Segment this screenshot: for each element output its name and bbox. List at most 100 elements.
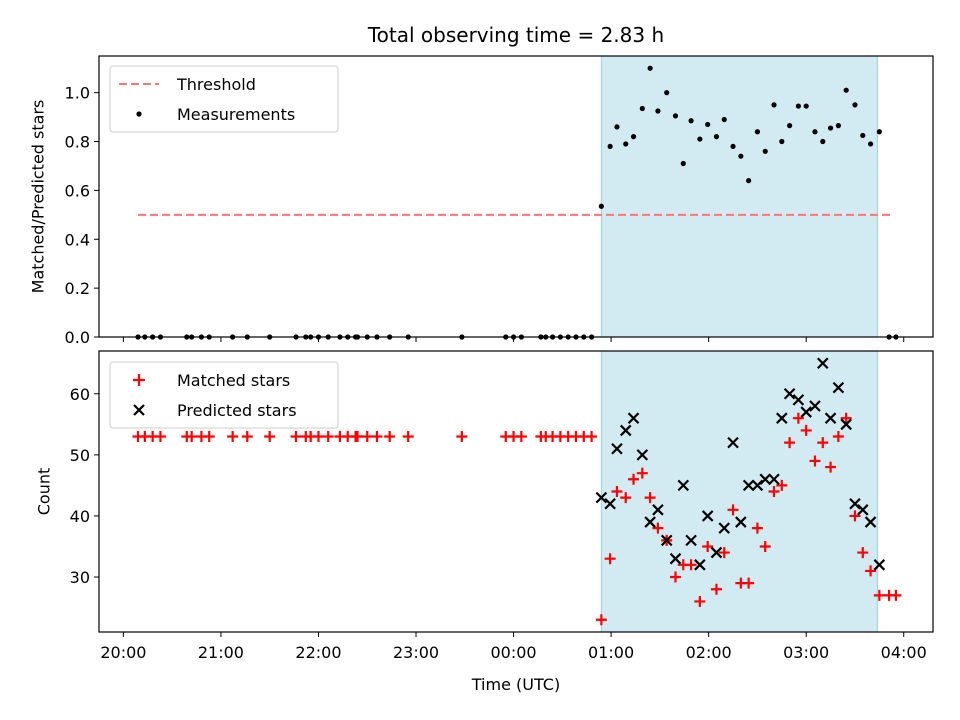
measurement-point (754, 129, 761, 135)
bottom-x-axis: 20:00 21:00 22:00 23:00 00:00 01:00 02:00 03:00… (100, 632, 927, 662)
measurement-point (623, 141, 629, 147)
predicted-star-point (710, 546, 723, 559)
matched-star-point (718, 547, 730, 559)
matched-star-point (743, 577, 755, 589)
measurement-point (860, 132, 866, 139)
legend-measurements-swatch (136, 111, 142, 117)
matched-star-point (685, 559, 697, 571)
matched-star-point (792, 412, 804, 424)
bottom-y-tick-label: 60 (70, 385, 90, 404)
matched-star-point (186, 431, 198, 443)
predicted-star-point (619, 424, 632, 437)
measurement-point (738, 153, 744, 159)
matched-star-point (628, 473, 640, 485)
matched-star-point (751, 522, 763, 534)
top-y-tick-label: 0.8 (65, 133, 90, 152)
measurement-point (630, 134, 637, 140)
top-y-tick-label: 0.4 (65, 230, 90, 249)
measurement-point (803, 103, 809, 109)
top-y-tick-label: 1.0 (65, 84, 90, 103)
matched-star-point (669, 571, 681, 583)
matched-star-point (800, 424, 812, 436)
predicted-star-point (824, 412, 837, 424)
top-y-tick-label: 0.2 (65, 279, 90, 298)
matched-star-point (759, 540, 771, 552)
predicted-star-point (856, 504, 869, 516)
measurement-point (705, 121, 711, 128)
matched-star-point (768, 486, 780, 497)
legend-matched-swatch (133, 374, 145, 386)
predicted-star-point (800, 406, 812, 418)
top-series (135, 65, 899, 340)
predicted-star-point (768, 473, 780, 486)
measurement-point (672, 113, 679, 119)
measurement-point (771, 102, 777, 108)
top-legend-box (109, 65, 339, 133)
predicted-star-point (627, 412, 640, 424)
x-tick-label: 21:00 (198, 643, 244, 662)
matched-star-point (154, 431, 166, 443)
measurement-point (688, 118, 694, 124)
matched-star-point (652, 522, 664, 534)
measurement-point (762, 148, 768, 154)
top-y-tick-label: 0.0 (65, 328, 90, 347)
matched-star-point (604, 553, 616, 565)
measurement-point (746, 178, 752, 184)
measurement-point (614, 124, 620, 130)
measurement-point (867, 141, 874, 147)
measurement-point (598, 203, 604, 209)
measurement-point (713, 134, 720, 140)
matched-star-point (865, 565, 877, 577)
measurement-point (664, 90, 670, 96)
x-tick-label: 23:00 (393, 643, 439, 662)
predicted-star-point (604, 497, 616, 510)
bottom-y-tick-label: 30 (70, 568, 90, 587)
predicted-star-point (701, 510, 714, 522)
matched-star-point (832, 431, 844, 443)
matched-star-point (784, 437, 796, 449)
measurement-point (835, 123, 841, 129)
predicted-star-point (742, 479, 755, 492)
matched-star-point (636, 467, 648, 479)
legend-predicted-swatch (133, 404, 145, 416)
bottom-shaded-region (601, 351, 878, 632)
legend-matched-label: Matched stars (177, 371, 290, 390)
predicted-star-point (595, 491, 608, 504)
measurement-point (852, 102, 858, 108)
predicted-star-point (727, 436, 739, 449)
matched-star-point (515, 431, 527, 443)
predicted-star-point (636, 449, 649, 461)
top-panel: 0.0 0.2 0.4 0.6 0.8 1.0 Matched/Predicted sta… (29, 55, 934, 347)
matched-star-point (312, 431, 324, 443)
matched-star-point (264, 431, 276, 443)
matched-star-point (241, 431, 253, 443)
matched-star-point (586, 431, 598, 443)
top-y-axis: 0.0 0.2 0.4 0.6 0.8 1.0 (65, 84, 99, 347)
predicted-star-point (864, 516, 877, 528)
top-y-axis-label: Matched/Predicted stars (29, 100, 48, 294)
matched-star-point (203, 431, 215, 443)
measurement-point (876, 129, 882, 135)
predicted-star-point (718, 522, 731, 534)
bottom-series (132, 357, 902, 626)
matched-star-point (776, 479, 788, 491)
x-tick-label: 04:00 (881, 643, 927, 662)
predicted-star-point (832, 381, 845, 394)
bottom-y-axis-label: Count (35, 468, 54, 516)
measurement-point (607, 143, 613, 150)
matched-star-point (361, 431, 373, 443)
matched-star-point (694, 595, 706, 607)
matched-star-point (825, 461, 837, 473)
matched-star-point (384, 431, 396, 443)
x-tick-label: 02:00 (686, 643, 732, 662)
predicted-star-point (816, 357, 829, 369)
predicted-star-point (685, 534, 697, 547)
matched-star-point (227, 431, 239, 443)
measurement-point (655, 108, 661, 114)
predicted-star-point (677, 479, 690, 492)
matched-star-point (890, 589, 902, 601)
bottom-y-tick-label: 40 (70, 507, 90, 526)
measurement-point (730, 143, 736, 150)
measurement-point (697, 136, 703, 142)
